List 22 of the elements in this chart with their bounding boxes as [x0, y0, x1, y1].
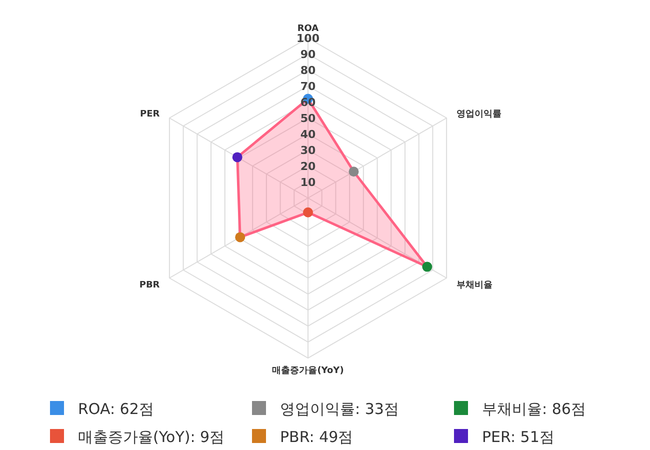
text: ROA: 62점 [78, 400, 154, 418]
spoke-label: ROA [297, 24, 319, 34]
text: 부채비율: 86점 [482, 400, 586, 418]
y-tick-label: 50 [300, 112, 316, 125]
spoke-label: 영업이익률 [456, 109, 502, 120]
y-tick-label: 100 [296, 32, 320, 45]
spoke-label: 부채비율 [456, 280, 492, 291]
y-tick-label: 20 [300, 160, 316, 173]
spoke-label: PBR [139, 280, 160, 291]
text: PBR: 49점 [280, 428, 354, 446]
y-tick-label: 60 [300, 96, 316, 109]
y-tick-label: 40 [300, 128, 316, 141]
text: PER: 51점 [482, 428, 554, 446]
text: 영업이익률: 33점 [280, 400, 399, 418]
spoke-label: 매출증가율(YoY) [272, 365, 344, 376]
y-tick-label: 30 [300, 144, 316, 157]
spoke-label: PER [140, 109, 160, 120]
y-tick-label: 10 [300, 176, 316, 189]
y-tick-label: 90 [300, 48, 316, 61]
y-tick-label: 80 [300, 64, 316, 77]
y-tick-label: 70 [300, 80, 316, 93]
text: 매출증가율(YoY): 9점 [78, 428, 225, 446]
